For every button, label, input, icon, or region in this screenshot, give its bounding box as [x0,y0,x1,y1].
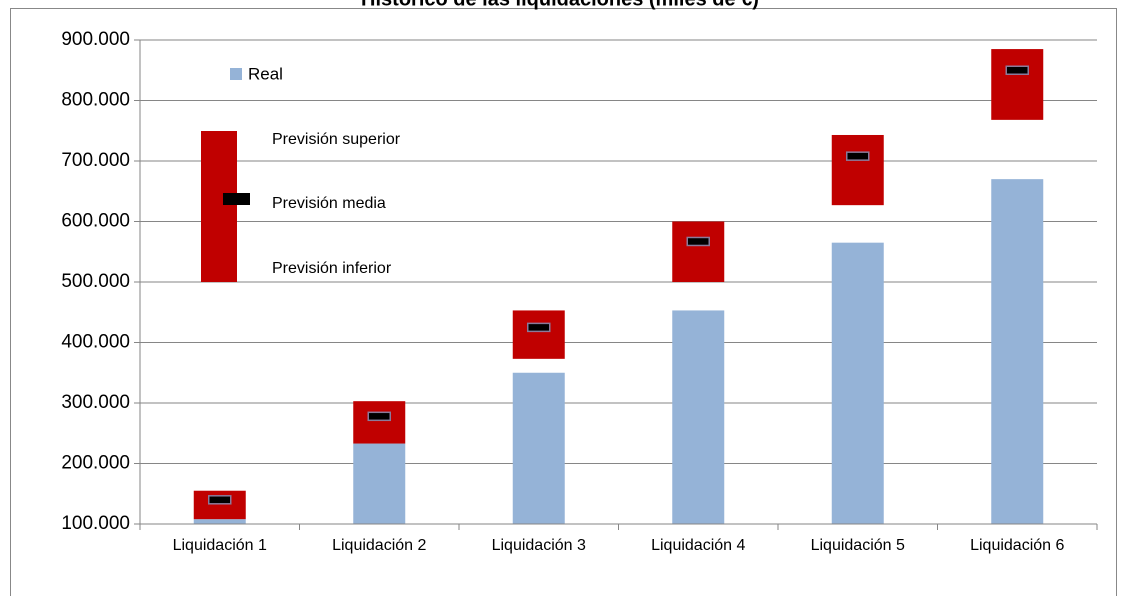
legend-swatch [230,68,242,80]
x-tick-label: Liquidación 6 [970,537,1064,554]
forecast-range [353,401,406,444]
legend-mean-sample [223,193,250,205]
bar [831,242,884,525]
y-tick-label: 800.000 [61,90,130,111]
x-tick-label: Liquidación 4 [651,537,745,554]
bar [991,179,1044,524]
forecast-mean [846,151,870,161]
legend-range-sample [201,131,237,282]
y-tick-label: 900.000 [61,29,130,50]
forecast-mean [367,411,391,422]
y-tick-label: 400.000 [61,332,130,353]
bar [193,519,246,524]
bar [672,310,725,524]
forecast-mean [1005,65,1029,75]
y-tick-label: 500.000 [61,271,130,292]
bar [353,443,406,524]
x-tick-label: Liquidación 5 [811,537,905,554]
forecast-range [672,221,725,282]
y-tick-label: 200.000 [61,453,130,474]
x-tick-label: Liquidación 2 [332,537,426,554]
plot: 100.000 200.000 300.000 400.000 500.000 600.0… [61,29,1098,554]
legend-label: Previsión media [272,195,386,212]
bar [512,372,565,524]
chart-title: Histórico de las liquidaciones (miles de… [361,0,759,10]
forecast-range [831,134,884,206]
forecast-range [991,49,1044,120]
y-tick-label: 600.000 [61,211,130,232]
forecast-mean [527,322,551,333]
chart-frame [10,8,1117,596]
legend-label: Real [248,64,283,83]
forecast-range [193,490,246,520]
forecast-mean [686,236,710,247]
legend-label: Previsión superior [272,131,401,148]
y-tick-label: 100.000 [61,513,130,534]
y-tick-label: 300.000 [61,392,130,413]
x-tick-label: Liquidación 1 [173,537,267,554]
legend-label: Previsión inferior [272,260,392,277]
forecast-mean [208,495,232,505]
x-tick-label: Liquidación 3 [492,537,586,554]
y-tick-label: 700.000 [61,150,130,171]
forecast-range [512,310,565,359]
